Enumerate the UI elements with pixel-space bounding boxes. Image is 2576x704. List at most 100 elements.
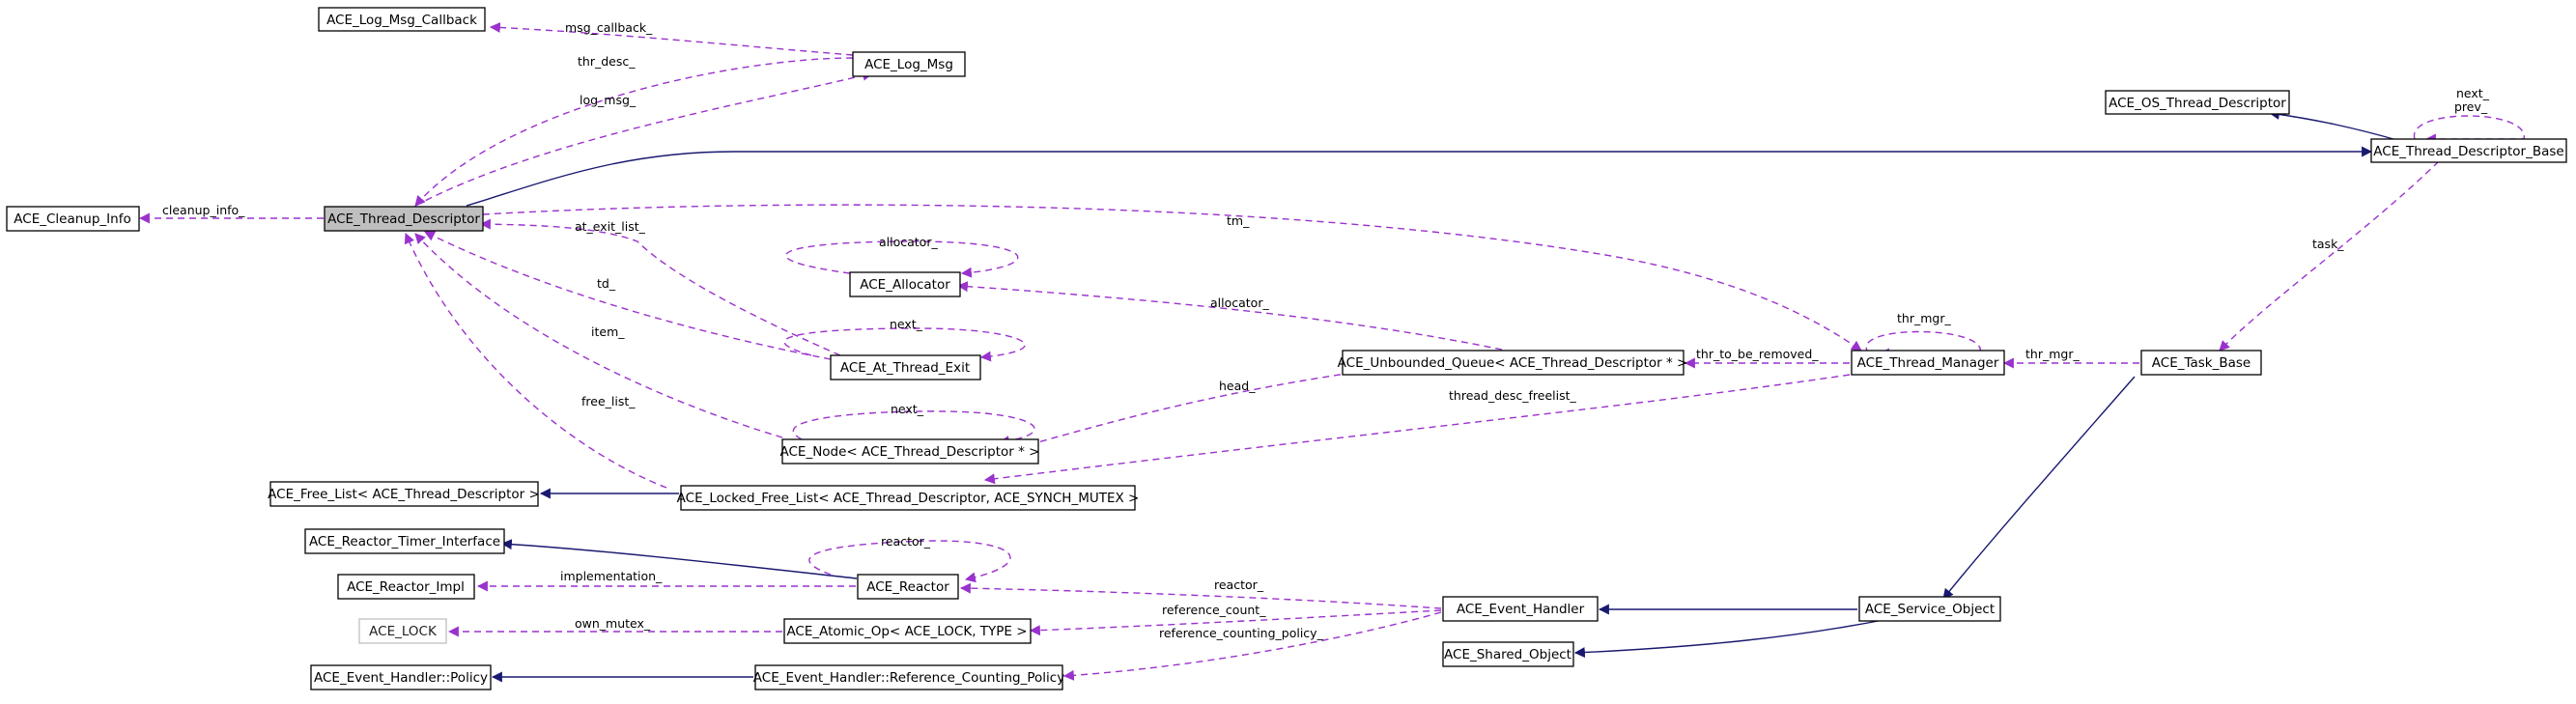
edge-next-prev-self xyxy=(2414,115,2525,145)
node-log-msg[interactable]: ACE_Log_Msg xyxy=(852,51,966,77)
label-allocator: allocator_ xyxy=(879,235,938,249)
node-unbounded-queue[interactable]: ACE_Unbounded_Queue< ACE_Thread_Descript… xyxy=(1338,350,1688,376)
node-cleanup-info-label: ACE_Cleanup_Info xyxy=(14,211,130,227)
node-reactor-timer-interface[interactable]: ACE_Reactor_Timer_Interface xyxy=(304,528,505,554)
node-reference-counting-policy[interactable]: ACE_Event_Handler::Reference_Counting_Po… xyxy=(753,664,1064,690)
edge-inherit-os-descriptor xyxy=(2268,108,2401,142)
node-allocator-label: ACE_Allocator xyxy=(860,277,950,293)
label-tm: tm_ xyxy=(1227,213,1250,228)
node-unbounded-queue-label: ACE_Unbounded_Queue< ACE_Thread_Descript… xyxy=(1338,355,1688,371)
label-thread-desc-freelist: thread_desc_freelist_ xyxy=(1449,388,1576,403)
label-reference-count: reference_count_ xyxy=(1162,603,1266,617)
label-head: head_ xyxy=(1219,379,1256,393)
node-at-thread-exit[interactable]: ACE_At_Thread_Exit xyxy=(830,354,981,380)
node-shared-object[interactable]: ACE_Shared_Object xyxy=(1442,641,1574,667)
label-prev: prev_ xyxy=(2454,99,2488,114)
node-thread-manager-label: ACE_Thread_Manager xyxy=(1857,355,1999,371)
edge-tm xyxy=(482,204,1862,352)
node-log-msg-label: ACE_Log_Msg xyxy=(864,57,953,72)
node-thread-descriptor-base-label: ACE_Thread_Descriptor_Base xyxy=(2373,144,2563,159)
edge-task xyxy=(2219,160,2440,352)
edge-head xyxy=(1022,372,1353,449)
node-reactor-label: ACE_Reactor xyxy=(866,579,949,595)
edge-inherit-shared-object xyxy=(1573,617,1894,659)
edge-reference-counting-policy xyxy=(1062,611,1442,681)
label-cleanup-info: cleanup_info_ xyxy=(162,203,245,217)
edge-inherit-task-base xyxy=(1942,376,2136,600)
edge-item xyxy=(414,233,783,438)
edge-reference-count xyxy=(1029,609,1442,636)
label-next-exit: next_ xyxy=(890,317,923,331)
label-thr-to-be-removed: thr_to_be_removed_ xyxy=(1696,347,1819,361)
node-thread-descriptor-label: ACE_Thread_Descriptor xyxy=(327,211,480,227)
node-locked-free-list-label: ACE_Locked_Free_List< ACE_Thread_Descrip… xyxy=(677,491,1140,506)
label-thr-mgr-self: thr_mgr_ xyxy=(1897,311,1951,325)
label-thr-mgr: thr_mgr_ xyxy=(2025,347,2080,361)
node-at-thread-exit-label: ACE_At_Thread_Exit xyxy=(840,360,970,376)
node-free-list[interactable]: ACE_Free_List< ACE_Thread_Descriptor > xyxy=(268,481,540,507)
edge-next-node-self xyxy=(792,410,1035,447)
node-node-label: ACE_Node< ACE_Thread_Descriptor * > xyxy=(780,444,1040,460)
label-task: task_ xyxy=(2312,237,2344,251)
node-locked-free-list[interactable]: ACE_Locked_Free_List< ACE_Thread_Descrip… xyxy=(677,485,1140,511)
label-next-node: next_ xyxy=(891,402,924,416)
edge-thread-desc-freelist xyxy=(983,374,1851,485)
node-os-thread-descriptor-label: ACE_OS_Thread_Descriptor xyxy=(2109,96,2286,111)
label-own-mutex: own_mutex_ xyxy=(575,616,651,631)
node-thread-manager[interactable]: ACE_Thread_Manager xyxy=(1851,350,2005,376)
edge-inherit-descriptor-base xyxy=(466,146,2373,207)
node-log-msg-callback-label: ACE_Log_Msg_Callback xyxy=(326,13,477,28)
node-node[interactable]: ACE_Node< ACE_Thread_Descriptor * > xyxy=(780,438,1040,465)
node-thread-descriptor[interactable]: ACE_Thread_Descriptor xyxy=(324,206,484,232)
node-atomic-op-label: ACE_Atomic_Op< ACE_LOCK, TYPE > xyxy=(786,624,1027,639)
edge-inherit-reactor-timer xyxy=(500,539,858,579)
node-task-base[interactable]: ACE_Task_Base xyxy=(2140,350,2262,376)
label-item: item_ xyxy=(591,324,625,339)
edge-allocator-queue xyxy=(956,281,1503,351)
node-event-handler-policy[interactable]: ACE_Event_Handler::Policy xyxy=(310,664,492,690)
node-free-list-label: ACE_Free_List< ACE_Thread_Descriptor > xyxy=(268,487,540,502)
node-event-handler-policy-label: ACE_Event_Handler::Policy xyxy=(314,670,488,686)
edge-free-list xyxy=(404,232,667,489)
label-implementation: implementation_ xyxy=(560,569,663,583)
label-reactor-self: reactor_ xyxy=(881,534,931,549)
edge-at-exit-list xyxy=(479,218,841,356)
label-next: next_ xyxy=(2456,86,2490,100)
node-event-handler-label: ACE_Event_Handler xyxy=(1457,602,1585,617)
node-service-object-label: ACE_Service_Object xyxy=(1865,602,1995,617)
label-reactor: reactor_ xyxy=(1214,577,1264,592)
edge-allocator-self xyxy=(785,240,1019,278)
label-free-list: free_list_ xyxy=(581,394,636,408)
node-lock[interactable]: ACE_LOCK xyxy=(358,618,447,644)
edge-log-msg xyxy=(414,70,874,207)
edge-next-exit-self xyxy=(783,327,1026,362)
node-service-object[interactable]: ACE_Service_Object xyxy=(1858,596,2001,622)
node-task-base-label: ACE_Task_Base xyxy=(2152,355,2250,371)
label-msg-callback: msg_callback_ xyxy=(565,20,653,35)
node-event-handler[interactable]: ACE_Event_Handler xyxy=(1442,596,1599,622)
node-thread-descriptor-base[interactable]: ACE_Thread_Descriptor_Base xyxy=(2370,138,2567,163)
node-reactor-timer-interface-label: ACE_Reactor_Timer_Interface xyxy=(309,534,500,549)
edge-reactor xyxy=(959,582,1442,609)
node-allocator[interactable]: ACE_Allocator xyxy=(849,271,961,297)
node-cleanup-info[interactable]: ACE_Cleanup_Info xyxy=(6,206,140,232)
label-at-exit-list: at_exit_list_ xyxy=(575,219,646,234)
label-log-msg: log_msg_ xyxy=(580,93,637,107)
edge-reactor-self xyxy=(808,540,1011,583)
node-reactor-impl-label: ACE_Reactor_Impl xyxy=(347,579,465,595)
edge-msg-callback xyxy=(489,21,854,56)
label-td: td_ xyxy=(597,276,616,291)
edge-td xyxy=(424,231,832,360)
label-thr-desc: thr_desc_ xyxy=(578,54,636,69)
node-lock-label: ACE_LOCK xyxy=(369,624,438,639)
node-atomic-op[interactable]: ACE_Atomic_Op< ACE_LOCK, TYPE > xyxy=(783,618,1032,644)
label-reference-counting-policy: reference_counting_policy_ xyxy=(1159,626,1324,640)
node-reactor-impl[interactable]: ACE_Reactor_Impl xyxy=(337,574,475,600)
node-shared-object-label: ACE_Shared_Object xyxy=(1444,647,1571,662)
node-os-thread-descriptor[interactable]: ACE_OS_Thread_Descriptor xyxy=(2105,90,2290,115)
label-allocator-queue: allocator_ xyxy=(1210,296,1269,310)
node-log-msg-callback[interactable]: ACE_Log_Msg_Callback xyxy=(318,7,486,32)
node-reactor[interactable]: ACE_Reactor xyxy=(857,574,959,600)
node-reference-counting-policy-label: ACE_Event_Handler::Reference_Counting_Po… xyxy=(753,670,1064,686)
